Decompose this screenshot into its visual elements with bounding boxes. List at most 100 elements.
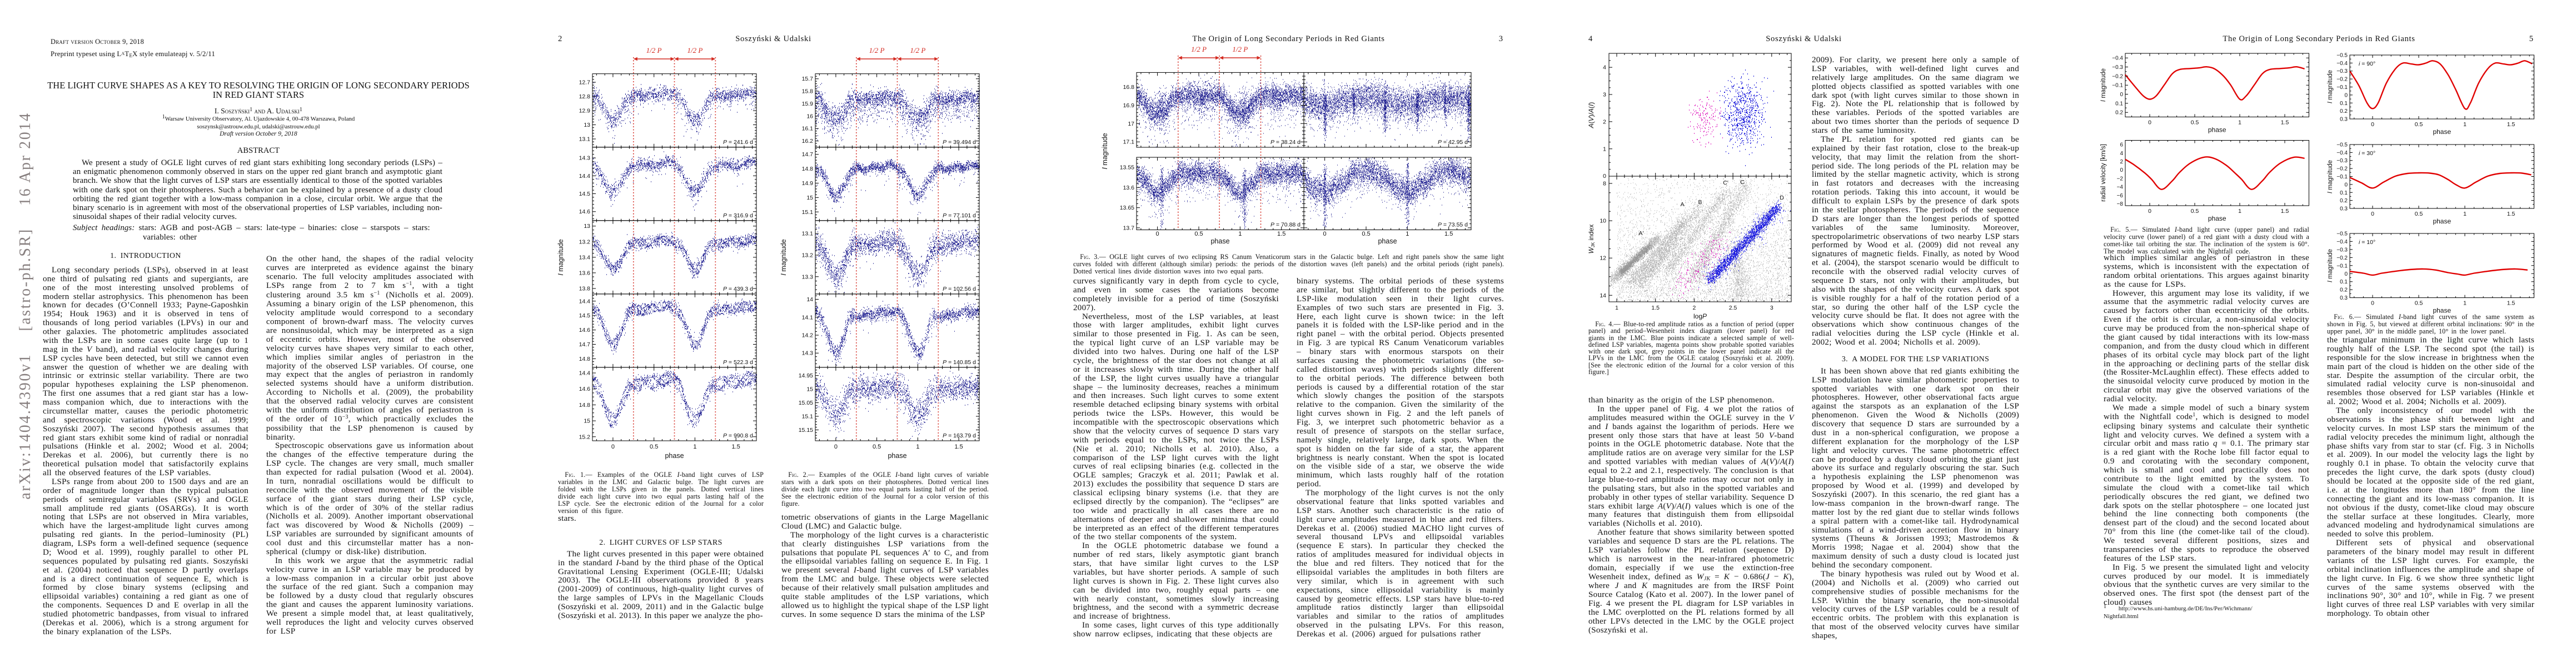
svg-text:−0.3: −0.3 (2336, 247, 2348, 253)
svg-text:0.2: 0.2 (2340, 198, 2348, 204)
svg-text:1: 1 (2238, 208, 2241, 215)
svg-text:14.2: 14.2 (802, 332, 814, 339)
svg-text:0.5: 0.5 (2415, 121, 2423, 128)
svg-text:−0.4: −0.4 (2112, 56, 2123, 62)
svg-text:0.5: 0.5 (2191, 119, 2199, 126)
svg-text:C′: C′ (1723, 180, 1728, 186)
svg-text:16.9: 16.9 (1123, 102, 1135, 109)
svg-text:14.5: 14.5 (579, 191, 591, 197)
svg-text:0.1: 0.1 (2340, 101, 2348, 107)
svg-text:−0.3: −0.3 (2336, 68, 2348, 74)
svg-text:P = 70.88 d: P = 70.88 d (1270, 222, 1301, 228)
svg-text:−0.4: −0.4 (2336, 150, 2348, 156)
svg-text:−0.2: −0.2 (2336, 255, 2348, 261)
svg-text:P = 38.24 d: P = 38.24 d (1270, 139, 1301, 146)
svg-text:13.55: 13.55 (1120, 165, 1134, 171)
svg-text:0: 0 (834, 444, 838, 450)
svg-text:0: 0 (2148, 208, 2151, 215)
svg-text:13.1: 13.1 (802, 231, 814, 237)
svg-text:−0.4: −0.4 (2336, 239, 2348, 245)
svg-text:phase: phase (2433, 128, 2451, 136)
svg-text:12: 12 (1600, 255, 1606, 262)
svg-text:16.8: 16.8 (1123, 84, 1135, 91)
svg-text:14.95: 14.95 (799, 372, 813, 379)
svg-text:1.5: 1.5 (1651, 305, 1660, 311)
svg-text:6: 6 (2120, 142, 2123, 148)
svg-text:radial velocity [km/s]: radial velocity [km/s] (2100, 144, 2107, 202)
svg-text:0.1: 0.1 (2340, 279, 2348, 285)
svg-text:15.7: 15.7 (802, 76, 814, 82)
svg-text:−0.5: −0.5 (2336, 231, 2348, 237)
svg-text:13.2: 13.2 (579, 238, 591, 245)
svg-text:14.6: 14.6 (579, 386, 591, 392)
svg-text:2.5: 2.5 (1729, 305, 1737, 311)
svg-text:0: 0 (2371, 121, 2374, 128)
svg-text:1/2 P: 1/2 P (687, 46, 702, 54)
svg-text:P = 77.101 d: P = 77.101 d (943, 212, 976, 219)
svg-text:14.1: 14.1 (802, 314, 814, 321)
svg-text:14.3: 14.3 (579, 155, 591, 162)
svg-text:−0.2: −0.2 (2336, 166, 2348, 172)
svg-text:1: 1 (2463, 211, 2467, 217)
svg-text:0.5: 0.5 (650, 444, 658, 450)
svg-text:0.5: 0.5 (1194, 231, 1203, 237)
svg-text:8: 8 (1603, 181, 1606, 187)
svg-text:14: 14 (1600, 292, 1606, 299)
svg-text:A′: A′ (1639, 230, 1644, 237)
svg-text:17: 17 (1128, 121, 1134, 127)
svg-text:logP: logP (1693, 312, 1707, 320)
svg-text:17.1: 17.1 (1123, 139, 1135, 146)
svg-text:1.5: 1.5 (2507, 300, 2515, 307)
svg-text:16.2: 16.2 (802, 138, 814, 145)
svg-text:13.4: 13.4 (579, 254, 591, 261)
svg-text:−0.3: −0.3 (2336, 158, 2348, 164)
svg-text:P = 163.79 d: P = 163.79 d (943, 432, 976, 439)
svg-text:P = 316.9 d: P = 316.9 d (723, 212, 753, 219)
svg-text:0.3: 0.3 (2340, 295, 2348, 301)
svg-text:A(V)/A(I): A(V)/A(I) (1587, 102, 1595, 129)
svg-text:1/2 P: 1/2 P (1232, 45, 1248, 53)
svg-text:P = 39.494 d: P = 39.494 d (943, 139, 976, 146)
svg-text:0: 0 (2344, 271, 2348, 277)
svg-text:1/2 P: 1/2 P (869, 46, 885, 54)
svg-text:0: 0 (1323, 231, 1327, 237)
svg-text:0: 0 (2148, 119, 2151, 126)
svg-text:4: 4 (2120, 151, 2123, 157)
svg-text:13.2: 13.2 (802, 252, 814, 259)
svg-text:1/2 P: 1/2 P (1191, 45, 1207, 53)
svg-text:1/2 P: 1/2 P (646, 46, 662, 54)
svg-text:0.3: 0.3 (2340, 117, 2348, 123)
svg-text:1: 1 (2463, 121, 2467, 128)
svg-text:I magnitude: I magnitude (557, 239, 565, 275)
svg-text:15: 15 (806, 195, 813, 201)
svg-text:14.9: 14.9 (802, 180, 814, 187)
svg-text:I magnitude: I magnitude (2327, 249, 2334, 282)
svg-text:I magnitude: I magnitude (2327, 70, 2334, 103)
svg-text:1.5: 1.5 (2507, 121, 2515, 128)
svg-text:14.6: 14.6 (579, 327, 591, 334)
svg-text:13.6: 13.6 (579, 270, 591, 276)
svg-text:P = 522.3 d: P = 522.3 d (723, 359, 753, 366)
svg-text:3: 3 (1770, 305, 1773, 311)
svg-text:0.1: 0.1 (2115, 101, 2123, 107)
svg-text:0.1: 0.1 (2340, 190, 2348, 196)
svg-text:1/2 P: 1/2 P (910, 46, 925, 54)
svg-text:I magnitude: I magnitude (2327, 160, 2334, 193)
svg-text:−4: −4 (2117, 185, 2124, 191)
svg-text:13.7: 13.7 (1123, 225, 1135, 231)
svg-text:12.8: 12.8 (579, 93, 591, 100)
svg-text:P = 42.95 d: P = 42.95 d (1438, 139, 1468, 146)
svg-text:14.4: 14.4 (579, 298, 591, 305)
svg-text:2: 2 (1692, 305, 1696, 311)
svg-text:0.5: 0.5 (873, 444, 881, 450)
svg-text:WJK index: WJK index (1587, 225, 1596, 254)
svg-text:2: 2 (1603, 118, 1606, 125)
svg-text:15.8: 15.8 (802, 88, 814, 95)
svg-text:14.6: 14.6 (579, 208, 591, 215)
svg-text:i = 90°: i = 90° (2359, 61, 2375, 67)
svg-text:15.1: 15.1 (802, 209, 814, 216)
svg-text:phase: phase (1210, 237, 1229, 245)
svg-text:C: C (1740, 179, 1745, 186)
svg-text:0: 0 (2371, 211, 2374, 217)
svg-text:16: 16 (806, 113, 813, 120)
